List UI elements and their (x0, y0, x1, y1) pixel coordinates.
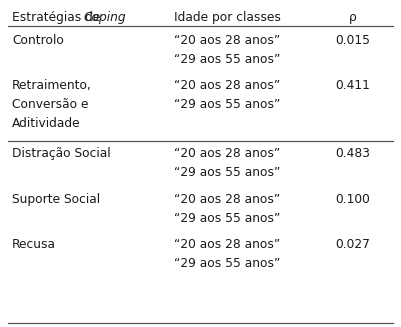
Text: “20 aos 28 anos”: “20 aos 28 anos” (174, 238, 281, 251)
Text: Distração Social: Distração Social (12, 147, 111, 161)
Text: Coping: Coping (83, 11, 126, 25)
Text: Conversão e: Conversão e (12, 98, 89, 112)
Text: ρ: ρ (349, 11, 357, 25)
Text: Aditividade: Aditividade (12, 117, 81, 130)
Text: Idade por classes: Idade por classes (174, 11, 282, 25)
Text: 0.015: 0.015 (335, 34, 371, 47)
Text: “20 aos 28 anos”: “20 aos 28 anos” (174, 34, 281, 47)
Text: Controlo: Controlo (12, 34, 64, 47)
Text: Retraimento,: Retraimento, (12, 79, 92, 93)
Text: “29 aos 55 anos”: “29 aos 55 anos” (174, 212, 281, 225)
Text: “20 aos 28 anos”: “20 aos 28 anos” (174, 193, 281, 206)
Text: Suporte Social: Suporte Social (12, 193, 100, 206)
Text: 0.483: 0.483 (335, 147, 371, 161)
Text: “29 aos 55 anos”: “29 aos 55 anos” (174, 257, 281, 270)
Text: “29 aos 55 anos”: “29 aos 55 anos” (174, 53, 281, 66)
Text: “20 aos 28 anos”: “20 aos 28 anos” (174, 147, 281, 161)
Text: 0.100: 0.100 (336, 193, 370, 206)
Text: Estratégias de: Estratégias de (12, 11, 104, 25)
Text: 0.411: 0.411 (336, 79, 370, 93)
Text: 0.027: 0.027 (336, 238, 370, 251)
Text: “29 aos 55 anos”: “29 aos 55 anos” (174, 166, 281, 180)
Text: “29 aos 55 anos”: “29 aos 55 anos” (174, 98, 281, 112)
Text: “20 aos 28 anos”: “20 aos 28 anos” (174, 79, 281, 93)
Text: Recusa: Recusa (12, 238, 56, 251)
